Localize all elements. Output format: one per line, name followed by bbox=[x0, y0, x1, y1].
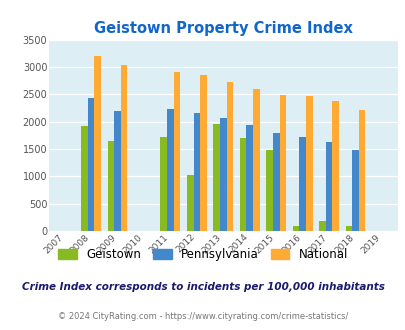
Text: © 2024 CityRating.com - https://www.cityrating.com/crime-statistics/: © 2024 CityRating.com - https://www.city… bbox=[58, 312, 347, 321]
Bar bbox=[266, 149, 272, 231]
Bar bbox=[160, 137, 167, 231]
Bar bbox=[325, 142, 332, 231]
Bar bbox=[279, 95, 286, 231]
Bar bbox=[352, 149, 358, 231]
Title: Geistown Property Crime Index: Geistown Property Crime Index bbox=[94, 21, 352, 36]
Bar bbox=[220, 118, 226, 231]
Text: Crime Index corresponds to incidents per 100,000 inhabitants: Crime Index corresponds to incidents per… bbox=[21, 282, 384, 292]
Bar bbox=[345, 225, 352, 231]
Bar bbox=[298, 137, 305, 231]
Bar bbox=[193, 114, 200, 231]
Bar bbox=[239, 138, 246, 231]
Bar bbox=[272, 133, 279, 231]
Bar bbox=[107, 141, 114, 231]
Bar bbox=[81, 126, 87, 231]
Bar bbox=[305, 96, 312, 231]
Bar bbox=[200, 75, 206, 231]
Bar bbox=[246, 125, 252, 231]
Bar bbox=[226, 82, 232, 231]
Legend: Geistown, Pennsylvania, National: Geistown, Pennsylvania, National bbox=[58, 248, 347, 261]
Bar bbox=[252, 89, 259, 231]
Bar bbox=[173, 72, 180, 231]
Bar bbox=[358, 110, 364, 231]
Bar bbox=[87, 98, 94, 231]
Bar bbox=[114, 111, 121, 231]
Bar bbox=[213, 124, 220, 231]
Bar bbox=[94, 56, 101, 231]
Bar bbox=[167, 109, 173, 231]
Bar bbox=[121, 65, 127, 231]
Bar bbox=[318, 221, 325, 231]
Bar bbox=[332, 101, 338, 231]
Bar bbox=[292, 225, 298, 231]
Bar bbox=[186, 175, 193, 231]
